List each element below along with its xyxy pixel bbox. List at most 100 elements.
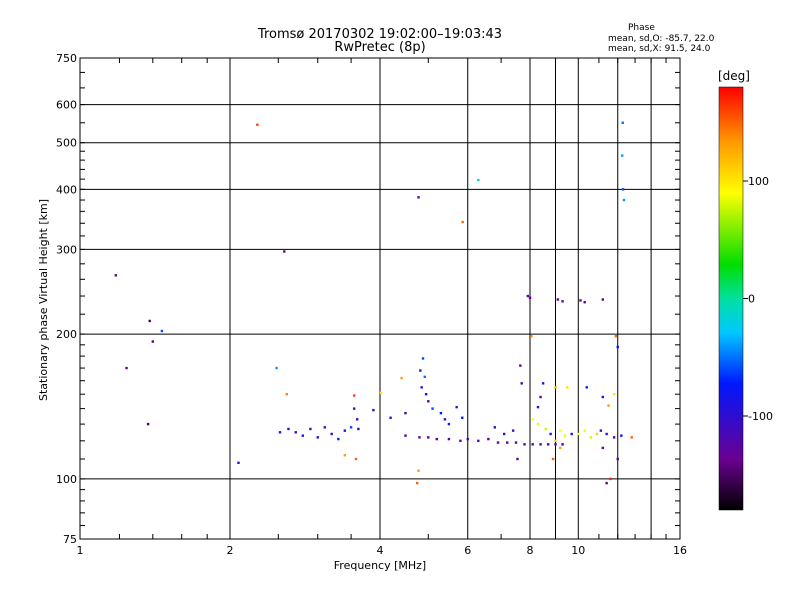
- y-tick-label: 600: [56, 99, 77, 112]
- data-point: [493, 426, 497, 429]
- data-point: [528, 296, 532, 299]
- data-point: [309, 427, 312, 431]
- data-point: [278, 431, 282, 434]
- data-point: [609, 477, 612, 481]
- data-point: [404, 434, 407, 437]
- data-point: [539, 443, 542, 446]
- data-point: [595, 432, 599, 436]
- data-point: [415, 481, 419, 485]
- data-point: [459, 439, 462, 443]
- data-point: [563, 434, 567, 437]
- data-point: [323, 426, 327, 429]
- data-point: [431, 407, 434, 410]
- data-point: [559, 429, 562, 432]
- data-point: [561, 300, 564, 303]
- data-point: [616, 345, 619, 349]
- data-point: [621, 121, 624, 124]
- x-tick-label: 4: [377, 544, 384, 557]
- x-tick-label: 6: [464, 544, 471, 557]
- y-tick-label: 200: [56, 328, 77, 341]
- data-point: [427, 400, 430, 403]
- data-point: [477, 178, 480, 182]
- data-point: [536, 405, 540, 409]
- data-point: [589, 436, 593, 439]
- data-point: [544, 427, 547, 431]
- data-point: [439, 411, 443, 415]
- y-tick-label: 500: [56, 137, 77, 150]
- data-point: [531, 418, 534, 421]
- plot-frame: [79, 57, 681, 540]
- data-point: [536, 422, 540, 426]
- data-point: [487, 437, 490, 441]
- data-point: [237, 461, 240, 465]
- data-point: [622, 198, 626, 202]
- data-point: [577, 432, 580, 436]
- data-point: [125, 366, 128, 370]
- data-point: [505, 441, 509, 444]
- chart-title: Tromsø 20170302 19:02:00–19:03:43: [257, 27, 503, 42]
- data-point: [607, 404, 610, 407]
- data-point: [621, 188, 625, 191]
- data-point: [477, 439, 480, 443]
- data-point: [519, 364, 522, 367]
- data-point: [605, 481, 608, 485]
- colorbar: [718, 86, 744, 511]
- data-point: [559, 446, 562, 450]
- data-point: [114, 274, 118, 277]
- data-point: [585, 386, 588, 389]
- data-point: [372, 408, 375, 412]
- data-point: [427, 436, 430, 439]
- data-point: [554, 439, 557, 443]
- x-tick-label: 1: [77, 544, 84, 557]
- data-point: [621, 154, 624, 157]
- phase-box-title: Phase: [628, 23, 655, 33]
- data-point: [283, 250, 286, 253]
- data-point: [301, 434, 305, 437]
- data-point: [583, 301, 586, 304]
- grid-lines: [80, 58, 680, 539]
- tick-labels: 1 2 4 6 8 10 16 75 100 200 300 400 500 600 750: [56, 52, 687, 557]
- data-point: [570, 432, 573, 436]
- data-point: [151, 340, 155, 343]
- y-tick-label: 75: [63, 533, 77, 546]
- data-point: [561, 443, 564, 446]
- data-point: [551, 457, 555, 461]
- data-point: [447, 422, 451, 426]
- data-point: [599, 429, 603, 432]
- x-tick-label: 10: [571, 544, 585, 557]
- colorbar-unit: [deg]: [718, 69, 750, 83]
- data-point: [400, 376, 403, 380]
- data-point: [420, 386, 423, 389]
- data-point: [601, 395, 605, 399]
- data-point: [379, 391, 383, 395]
- x-tick-label: 8: [527, 544, 534, 557]
- data-point: [443, 418, 447, 421]
- data-point: [423, 375, 426, 379]
- data-point: [579, 299, 582, 302]
- data-point: [531, 443, 534, 446]
- data-point: [389, 416, 392, 419]
- data-point: [466, 437, 469, 441]
- data-point: [355, 418, 359, 421]
- data-point: [614, 335, 618, 338]
- data-point: [565, 386, 569, 389]
- data-point: [601, 446, 605, 450]
- data-point: [316, 436, 319, 439]
- data-point: [417, 469, 420, 472]
- data-point: [160, 329, 164, 333]
- data-point: [526, 294, 530, 298]
- data-point: [556, 298, 560, 301]
- data-point: [554, 386, 557, 389]
- axis-ticks: [80, 58, 680, 539]
- data-point: [354, 457, 358, 461]
- data-point: [583, 429, 586, 432]
- data-point: [549, 432, 552, 436]
- y-tick-label: 750: [56, 52, 77, 65]
- data-point: [343, 454, 347, 457]
- data-point: [530, 335, 533, 338]
- data-point: [330, 432, 333, 436]
- phase-box-x-stats: mean, sd,X: 91.5, 24.0: [608, 44, 711, 54]
- data-point: [612, 393, 616, 396]
- colorbar-tick-label: 0: [748, 293, 755, 306]
- y-tick-label: 300: [56, 243, 77, 256]
